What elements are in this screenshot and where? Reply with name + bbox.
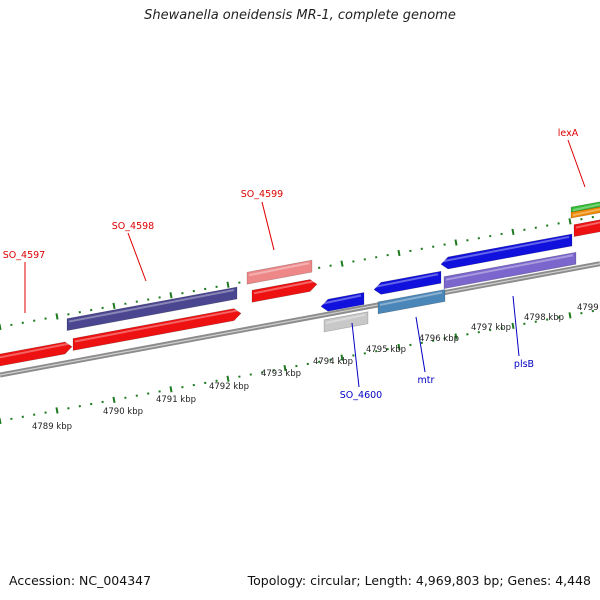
position-label: 4797 kbp: [471, 323, 511, 333]
cds-so4597: [0, 341, 73, 367]
tick-mark: [169, 386, 173, 393]
cds-so4597-shine: [0, 342, 70, 359]
gene-label-so_4599: SO_4599: [241, 189, 283, 200]
cds-so4600: [320, 292, 365, 312]
position-label: 4799 kbp: [577, 303, 600, 313]
gene-label-lexa: lexA: [558, 128, 579, 139]
tick-mark: [568, 218, 572, 225]
gene-label-plsb: plsB: [514, 359, 534, 370]
position-label: 4791 kbp: [156, 395, 196, 405]
position-label: 4789 kbp: [32, 422, 72, 432]
domain-so4598-shine: [68, 289, 235, 323]
domain-plsb-shine: [445, 254, 574, 281]
page-title: Shewanella oneidensis MR-1, complete gen…: [144, 8, 456, 23]
gene-label-so_4598: SO_4598: [112, 221, 154, 232]
domain-so4600-shine: [325, 313, 366, 324]
feature-layer: [0, 201, 600, 367]
tick-mark: [112, 302, 116, 309]
genome-backbone: [0, 261, 600, 378]
feature-green: [570, 201, 600, 213]
tick-mark: [340, 260, 344, 267]
feature-green-shine: [572, 203, 600, 212]
tick-mark: [55, 313, 59, 320]
topology-summary: Topology: circular; Length: 4,969,803 bp…: [247, 573, 591, 588]
cds-mtr: [373, 270, 442, 295]
backbone-highlight: [0, 263, 600, 376]
domain-so4600: [323, 311, 369, 333]
tick-mark: [397, 343, 401, 351]
position-label: 4795 kbp: [366, 345, 406, 355]
gene-label-so_4597: SO_4597: [3, 250, 45, 261]
leader-line: [351, 322, 360, 388]
domain-plsb: [443, 251, 577, 290]
domain-so4598: [66, 286, 238, 331]
cds-so4600-shine: [322, 294, 362, 305]
lower-tick-track: [0, 309, 594, 425]
label-layer: 4789 kbp 4790 kbp 4791 kbp 4792 kbp 4793 kbp…: [3, 128, 600, 432]
cds-plsb-shine: [442, 235, 570, 263]
tick-mark: [511, 228, 515, 236]
cds-lexa: [573, 219, 600, 237]
domain-so4599: [246, 259, 313, 285]
cds-plsb: [440, 233, 573, 270]
cds-so4598-shine: [74, 309, 239, 343]
cds-so4599: [251, 279, 318, 303]
accession-label: Accession: NC_004347: [9, 573, 152, 588]
tick-mark: [568, 312, 572, 319]
leader-line: [127, 232, 147, 282]
feature-orange: [570, 206, 600, 219]
tick-mark: [340, 354, 344, 361]
position-label: 4793 kbp: [261, 369, 301, 379]
leader-line: [512, 295, 520, 357]
tick-mark: [226, 375, 230, 382]
tick-mark: [397, 249, 401, 257]
tick-mark: [511, 322, 515, 330]
domain-mtr-shine: [379, 291, 443, 306]
upper-tick-track: [0, 215, 594, 331]
position-label: 4792 kbp: [209, 382, 249, 392]
cds-mtr-shine: [375, 273, 439, 288]
domain-so4599-shine: [248, 262, 310, 277]
cds-lexa-shine: [575, 221, 600, 229]
tick-mark: [169, 292, 173, 299]
tick-mark: [283, 365, 287, 372]
leader-line: [415, 316, 426, 373]
position-label: 4798 kbp: [524, 313, 564, 323]
leader-line: [261, 201, 275, 251]
tick-mark: [454, 333, 458, 340]
position-label: 4794 kbp: [313, 357, 353, 367]
position-label: 4796 kbp: [419, 334, 459, 344]
tick-mark: [55, 407, 59, 414]
cds-so4599-shine: [253, 280, 315, 295]
feature-orange-shine: [572, 208, 600, 217]
domain-mtr: [377, 289, 446, 315]
tick-mark: [0, 323, 2, 331]
tick-mark: [226, 281, 230, 288]
gene-label-so_4600: SO_4600: [340, 390, 382, 401]
cds-so4598: [72, 308, 242, 351]
gene-label-mtr: mtr: [418, 375, 435, 386]
leader-line: [567, 139, 586, 188]
tick-mark: [112, 396, 116, 403]
tick-mark: [0, 417, 2, 425]
tick-mark: [454, 239, 458, 246]
position-label: 4790 kbp: [103, 407, 143, 417]
